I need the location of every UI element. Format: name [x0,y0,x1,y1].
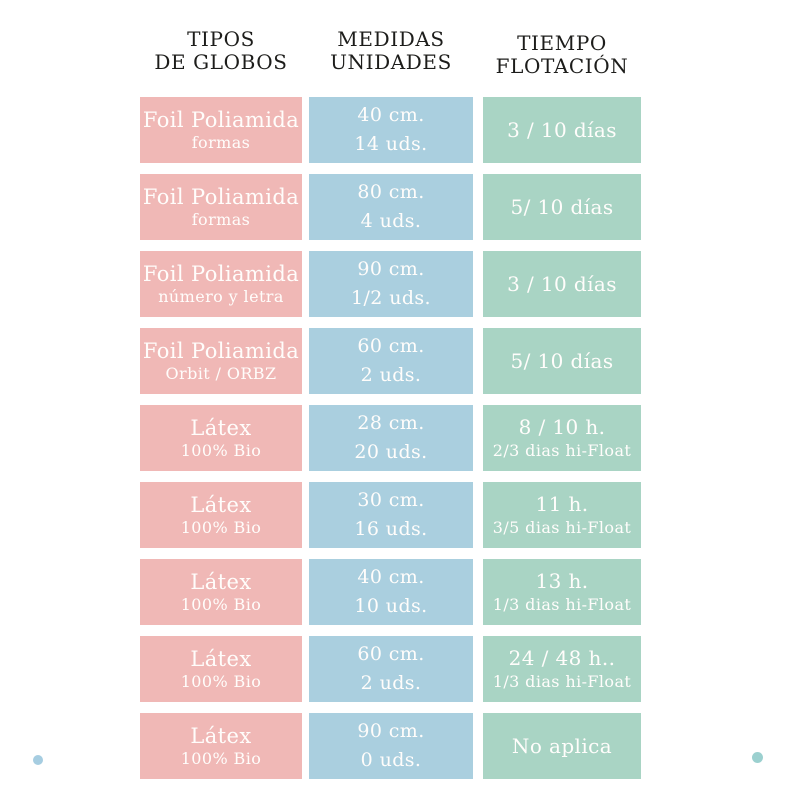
float-time: 3 / 10 días [507,271,617,296]
header-line: FLOTACIÓN [495,54,629,78]
float-time: 5/ 10 días [510,194,614,219]
cell-medida-row8: 60 cm. 2 uds. [309,636,473,702]
balloon-subtype: formas [191,133,251,152]
balloon-subtype: 100% Bio [180,672,262,691]
cell-medida-row4: 60 cm. 2 uds. [309,328,473,394]
balloon-type: Látex [190,724,252,748]
header-line: TIPOS [187,27,255,51]
cell-medida-row3: 90 cm. 1/2 uds. [309,251,473,317]
units-value: 1/2 uds. [350,287,431,309]
decorative-dot-bottom-left [33,755,43,765]
cell-medida-row1: 40 cm. 14 uds. [309,97,473,163]
size-value: 28 cm. [357,412,425,434]
cell-tipo-row3: Foil Poliamida número y letra [140,251,302,317]
size-value: 80 cm. [357,181,425,203]
cell-tiempo-row1: 3 / 10 días [483,97,641,163]
cell-tiempo-row2: 5/ 10 días [483,174,641,240]
header-line: TIEMPO [517,31,607,55]
balloon-type: Foil Poliamida [142,339,300,363]
float-time: 3 / 10 días [507,117,617,142]
size-value: 90 cm. [357,258,425,280]
float-time: 5/ 10 días [510,348,614,373]
units-value: 10 uds. [354,595,428,617]
size-value: 60 cm. [357,643,425,665]
decorative-dot-bottom-right [752,752,763,763]
units-value: 14 uds. [354,133,428,155]
balloon-subtype: 100% Bio [180,749,262,768]
balloon-subtype: 100% Bio [180,441,262,460]
balloon-type: Látex [190,493,252,517]
column-tiempo: 3 / 10 días 5/ 10 días 3 / 10 días 5/ 10… [483,97,641,779]
header-line: MEDIDAS [337,27,445,51]
balloon-type: Látex [190,416,252,440]
units-value: 0 uds. [360,749,422,771]
cell-tiempo-row7: 13 h. 1/3 dias hi-Float [483,559,641,625]
float-time: 11 h. [535,492,589,516]
balloon-type: Foil Poliamida [142,185,300,209]
column-medidas: 40 cm. 14 uds. 80 cm. 4 uds. 90 cm. 1/2 … [309,97,473,779]
float-time-note: 2/3 dias hi-Float [492,441,632,460]
cell-tipo-row5: Látex 100% Bio [140,405,302,471]
cell-tipo-row2: Foil Poliamida formas [140,174,302,240]
cell-medida-row7: 40 cm. 10 uds. [309,559,473,625]
balloon-subtype: formas [191,210,251,229]
balloon-subtype: número y letra [158,287,284,306]
cell-tiempo-row5: 8 / 10 h. 2/3 dias hi-Float [483,405,641,471]
cell-medida-row9: 90 cm. 0 uds. [309,713,473,779]
cell-tiempo-row6: 11 h. 3/5 dias hi-Float [483,482,641,548]
cell-tipo-row9: Látex 100% Bio [140,713,302,779]
balloon-type: Foil Poliamida [142,108,300,132]
cell-tipo-row8: Látex 100% Bio [140,636,302,702]
balloon-subtype: 100% Bio [180,518,262,537]
cell-tipo-row1: Foil Poliamida formas [140,97,302,163]
size-value: 40 cm. [357,104,425,126]
units-value: 16 uds. [354,518,428,540]
balloon-type: Foil Poliamida [142,262,300,286]
column-header-tiempo: TIEMPO FLOTACIÓN [483,32,641,78]
float-time-note: 1/3 dias hi-Float [492,672,632,691]
column-header-tipos: TIPOS DE GLOBOS [140,28,302,74]
units-value: 2 uds. [360,672,422,694]
cell-medida-row2: 80 cm. 4 uds. [309,174,473,240]
size-value: 60 cm. [357,335,425,357]
units-value: 20 uds. [354,441,428,463]
float-time: 24 / 48 h.. [508,646,616,670]
column-header-medidas: MEDIDAS UNIDADES [309,28,473,74]
column-tipos: Foil Poliamida formas Foil Poliamida for… [140,97,302,779]
size-value: 30 cm. [357,489,425,511]
units-value: 4 uds. [360,210,422,232]
float-time: No aplica [511,733,613,758]
size-value: 40 cm. [357,566,425,588]
cell-tiempo-row4: 5/ 10 días [483,328,641,394]
cell-tipo-row6: Látex 100% Bio [140,482,302,548]
cell-medida-row5: 28 cm. 20 uds. [309,405,473,471]
header-line: UNIDADES [330,50,452,74]
cell-tiempo-row9: No aplica [483,713,641,779]
header-line: DE GLOBOS [154,50,288,74]
balloon-subtype: 100% Bio [180,595,262,614]
balloon-type: Látex [190,570,252,594]
cell-tipo-row7: Látex 100% Bio [140,559,302,625]
cell-tipo-row4: Foil Poliamida Orbit / ORBZ [140,328,302,394]
float-time-note: 1/3 dias hi-Float [492,595,632,614]
cell-tiempo-row3: 3 / 10 días [483,251,641,317]
size-value: 90 cm. [357,720,425,742]
cell-medida-row6: 30 cm. 16 uds. [309,482,473,548]
float-time: 13 h. [535,569,589,593]
balloon-subtype: Orbit / ORBZ [165,364,277,383]
balloon-type: Látex [190,647,252,671]
units-value: 2 uds. [360,364,422,386]
float-time-note: 3/5 dias hi-Float [492,518,632,537]
cell-tiempo-row8: 24 / 48 h.. 1/3 dias hi-Float [483,636,641,702]
float-time: 8 / 10 h. [518,415,606,439]
